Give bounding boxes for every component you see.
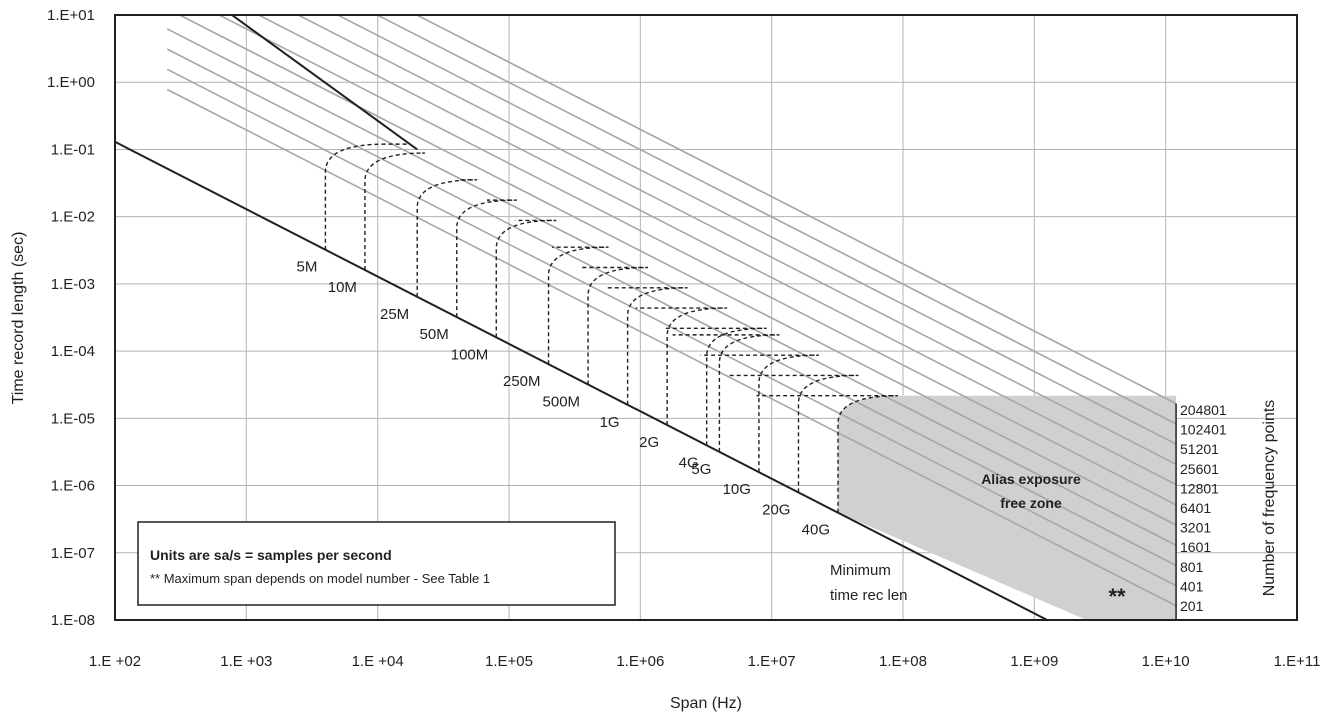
sample-rate-label: 10G — [723, 481, 751, 498]
x-axis-title: Span (Hz) — [670, 695, 742, 712]
sample-rate-curve — [607, 287, 688, 405]
x-tick-label: 1.E+10 — [1142, 653, 1190, 670]
frequency-line-25601 — [296, 15, 1177, 466]
frequency-point-label: 401 — [1180, 578, 1204, 594]
boundary-line-2 — [115, 140, 1050, 620]
minimum-label-line1: Minimum — [830, 562, 891, 579]
sample-rate-curve — [756, 395, 899, 513]
zone-label-line2: free zone — [1000, 495, 1062, 511]
x-tick-label: 1.E+09 — [1010, 653, 1058, 670]
y-tick-label: 1.E-08 — [51, 612, 95, 629]
frequency-line-51201 — [335, 15, 1177, 445]
units-note-box: Units are sa/s = samples per second ** M… — [137, 521, 616, 606]
y-tick-label: 1.E-06 — [51, 478, 95, 495]
x-tick-label: 1.E+08 — [879, 653, 927, 670]
sample-rate-label: 40G — [802, 522, 830, 539]
frequency-line-6401 — [217, 15, 1177, 506]
sample-rate-label: 4G — [679, 454, 699, 471]
sample-rate-curve — [495, 219, 557, 338]
frequency-line-102401 — [375, 15, 1177, 425]
sample-rate-label: 1G — [600, 414, 620, 431]
sample-rate-label: 100M — [451, 346, 489, 363]
sample-rate-label: 250M — [503, 373, 541, 390]
zone-label-line1: Alias exposure — [981, 471, 1081, 487]
x-tick-labels: 1.E +02 1.E +03 1.E +04 1.E+05 1.E+06 1.E+07 1… — [89, 653, 1321, 670]
boundary-lines — [115, 15, 1177, 620]
x-tick-label: 1.E+05 — [485, 653, 533, 670]
alias-zone-fill — [838, 395, 1177, 620]
sample-rate-curve — [700, 354, 819, 473]
minimum-label-line2: time rec len — [830, 587, 908, 604]
sample-rate-label: 2G — [639, 434, 659, 451]
frequency-point-label: 801 — [1180, 559, 1204, 575]
sample-rate-curve — [672, 334, 780, 452]
sample-rate-curve — [728, 374, 859, 493]
y-tick-label: 1.E-07 — [51, 545, 95, 562]
x-tick-label: 1.E+11 — [1274, 653, 1321, 670]
frequency-line-204801 — [415, 15, 1177, 405]
frequency-line-12801 — [256, 15, 1177, 486]
sample-rate-label: 50M — [420, 326, 449, 343]
y-tick-label: 1.E+01 — [47, 7, 95, 24]
frequency-point-label: 25601 — [1180, 461, 1219, 477]
frequency-point-label: 6401 — [1180, 500, 1211, 516]
sample-rate-label: 20G — [762, 501, 790, 518]
sample-rate-curve — [456, 199, 517, 318]
sample-rate-label: 10M — [328, 279, 357, 296]
frequency-line-201 — [166, 88, 1177, 607]
x-tick-label: 1.E+06 — [616, 653, 664, 670]
frequency-line-401 — [166, 68, 1177, 587]
alias-free-zone — [838, 395, 1177, 620]
sample-rate-curve — [635, 307, 728, 426]
y-axis-title: Time record length (sec) — [10, 232, 27, 405]
frequency-point-labels: 204801 102401 51201 25601 12801 6401 3201 1601 8… — [1180, 402, 1227, 614]
max-span-note: ** Maximum span depends on model number … — [150, 571, 490, 586]
sample-rate-label: 25M — [380, 306, 409, 323]
units-note: Units are sa/s = samples per second — [150, 547, 392, 563]
asterisks-mark: ** — [1108, 584, 1126, 609]
x-tick-label: 1.E+07 — [748, 653, 796, 670]
x-tick-label: 1.E +04 — [352, 653, 404, 670]
y-tick-label: 1.E-04 — [51, 343, 95, 360]
frequency-point-label: 102401 — [1180, 422, 1227, 438]
frequency-point-label: 12801 — [1180, 480, 1219, 496]
sample-rate-curve — [579, 266, 649, 385]
sample-rate-curve — [663, 327, 767, 446]
y-tick-label: 1.E-03 — [51, 276, 95, 293]
sample-rate-curve — [364, 152, 425, 271]
y-tick-label: 1.E-01 — [51, 141, 95, 158]
sample-rate-curve — [547, 246, 609, 365]
frequency-point-label: 51201 — [1180, 441, 1219, 457]
sample-rate-curves — [324, 143, 899, 513]
sample-rate-curve — [416, 179, 478, 297]
right-axis-title: Number of frequency points — [1261, 400, 1278, 597]
y-tick-label: 1.E-02 — [51, 209, 95, 226]
y-tick-label: 1.E-05 — [51, 410, 95, 427]
x-tick-label: 1.E +03 — [220, 653, 272, 670]
sample-rate-curve — [324, 143, 410, 250]
frequency-line-3201 — [177, 15, 1177, 526]
x-tick-label: 1.E +02 — [89, 653, 141, 670]
frequency-point-label: 204801 — [1180, 402, 1227, 418]
frequency-point-label: 3201 — [1180, 520, 1211, 536]
frequency-point-label: 1601 — [1180, 539, 1211, 555]
y-tick-labels: 1.E+01 1.E+00 1.E-01 1.E-02 1.E-03 1.E-04 1.E-… — [47, 7, 95, 629]
y-tick-label: 1.E+00 — [47, 74, 95, 91]
frequency-point-label: 201 — [1180, 598, 1204, 614]
boundary-line-1 — [230, 15, 418, 151]
sample-rate-label: 500M — [543, 393, 581, 410]
sample-rate-label: 5M — [297, 259, 318, 276]
plot-frame — [114, 14, 1298, 621]
frequency-line-801 — [166, 48, 1177, 567]
sample-rate-label: 5G — [691, 461, 711, 478]
